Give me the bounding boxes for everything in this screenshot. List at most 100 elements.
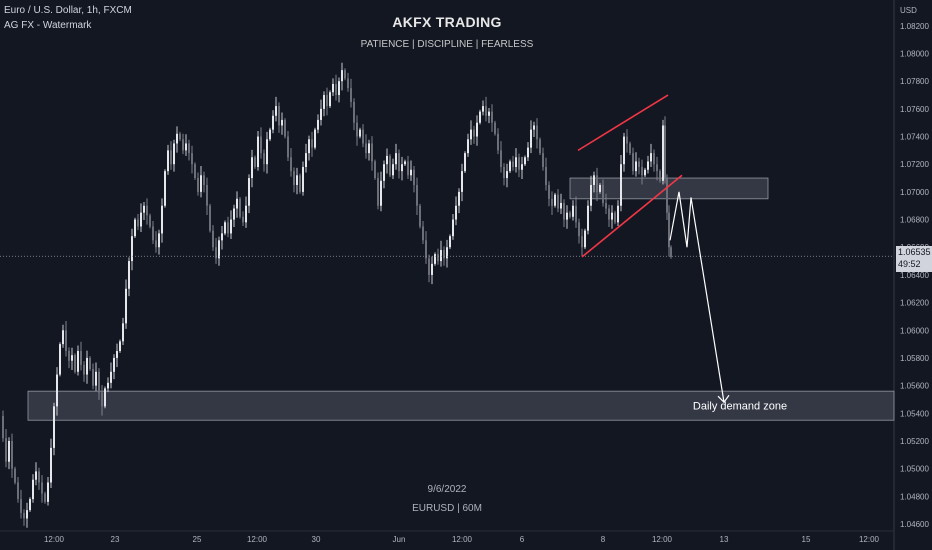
candle-body — [440, 250, 442, 262]
candle-body — [506, 171, 508, 179]
candle-body — [71, 355, 73, 361]
candle-body — [515, 157, 517, 167]
candle-body — [50, 447, 52, 483]
candle-body — [581, 236, 583, 248]
candle-body — [341, 70, 343, 82]
candle-body — [308, 139, 310, 154]
candle-body — [332, 83, 334, 93]
candle-body — [239, 198, 241, 217]
candle-body — [497, 133, 499, 151]
candle-body — [605, 202, 607, 209]
y-tick-label: 1.08200 — [900, 22, 929, 31]
candle-body — [458, 191, 460, 206]
x-tick-label: 12:00 — [652, 535, 673, 544]
candle-body — [305, 153, 307, 167]
candle-body — [302, 166, 304, 192]
candle-body — [602, 184, 604, 203]
candle-body — [644, 169, 646, 176]
candle-body — [629, 143, 631, 154]
candle-body — [578, 222, 580, 237]
candle-body — [107, 382, 109, 389]
candle-body — [410, 169, 412, 176]
candle-body — [488, 111, 490, 116]
candle-body — [41, 482, 43, 494]
candle-body — [494, 122, 496, 134]
candle-body — [353, 101, 355, 123]
candle-body — [509, 161, 511, 172]
candle-body — [437, 254, 439, 262]
candle-body — [380, 180, 382, 206]
candle-body — [323, 95, 325, 109]
candle-body — [395, 153, 397, 165]
candle-body — [56, 374, 58, 407]
candle-body — [584, 230, 586, 248]
candle-body — [407, 161, 409, 176]
y-tick-label: 1.06800 — [900, 216, 929, 225]
watermark-title: AKFX TRADING — [392, 14, 502, 30]
candle-body — [482, 106, 484, 112]
y-tick-label: 1.05200 — [900, 437, 929, 446]
candle-body — [560, 202, 562, 209]
candle-body — [242, 216, 244, 223]
candle-body — [38, 471, 40, 483]
candle-body — [257, 136, 259, 167]
candle-body — [350, 88, 352, 102]
candle-body — [8, 440, 10, 462]
x-tick-label: 12:00 — [44, 535, 65, 544]
candle-body — [623, 136, 625, 165]
y-tick-label: 1.07200 — [900, 160, 929, 169]
candle-body — [29, 499, 31, 511]
candle-body — [224, 222, 226, 234]
candle-body — [110, 371, 112, 383]
candle-body — [545, 166, 547, 185]
y-tick-label: 1.07800 — [900, 77, 929, 86]
x-tick-label: 8 — [601, 535, 606, 544]
candle-body — [47, 482, 49, 502]
y-tick-label: 1.05600 — [900, 382, 929, 391]
candle-body — [5, 438, 7, 462]
candle-body — [83, 364, 85, 375]
candle-body — [614, 212, 616, 223]
candle-body — [275, 106, 277, 116]
candle-body — [530, 129, 532, 148]
candle-body — [2, 416, 4, 439]
candle-body — [203, 175, 205, 185]
candle-body — [149, 215, 151, 227]
candle-body — [251, 157, 253, 179]
bar-countdown: 49:52 — [898, 259, 921, 269]
candle-body — [575, 205, 577, 223]
x-tick-label: 12:00 — [247, 535, 268, 544]
candle-body — [11, 440, 13, 469]
candle-body — [176, 133, 178, 144]
candle-body — [170, 150, 172, 165]
candle-body — [416, 184, 418, 206]
candle-body — [185, 143, 187, 151]
candle-body — [20, 499, 22, 513]
candle-body — [632, 153, 634, 172]
candle-body — [533, 125, 535, 130]
candle-body — [212, 230, 214, 248]
candle-body — [572, 205, 574, 217]
candle-body — [587, 205, 589, 231]
candle-body — [137, 219, 139, 227]
x-tick-label: 12:00 — [452, 535, 473, 544]
candle-body — [179, 133, 181, 140]
x-tick-label: Jun — [393, 535, 406, 544]
candle-body — [299, 175, 301, 192]
candle-body — [377, 178, 379, 206]
candle-body — [314, 129, 316, 148]
candle-body — [641, 166, 643, 176]
candle-body — [236, 198, 238, 209]
candle-body — [653, 153, 655, 165]
y-tick-label: 1.07400 — [900, 133, 929, 142]
candle-body — [116, 351, 118, 358]
candle-body — [266, 139, 268, 165]
candle-body — [359, 129, 361, 137]
candle-body — [14, 468, 16, 483]
candle-body — [131, 236, 133, 262]
candle-body — [452, 219, 454, 237]
candle-body — [290, 157, 292, 172]
watermark-subtitle: PATIENCE | DISCIPLINE | FEARLESS — [360, 39, 534, 50]
candle-body — [125, 288, 127, 324]
